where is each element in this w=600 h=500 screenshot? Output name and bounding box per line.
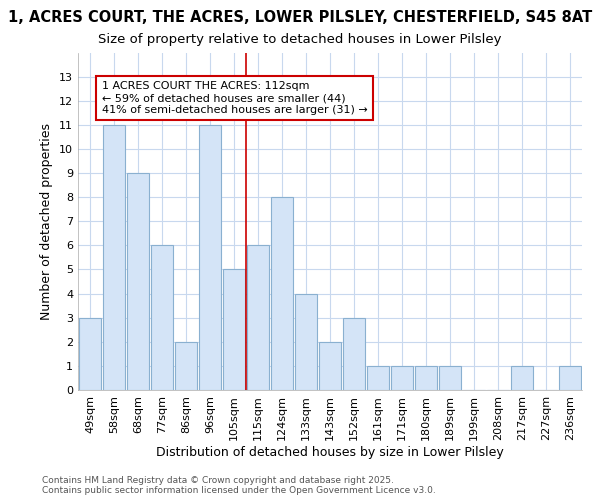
Text: Size of property relative to detached houses in Lower Pilsley: Size of property relative to detached ho… <box>98 32 502 46</box>
Bar <box>79 318 101 390</box>
Text: Contains HM Land Registry data © Crown copyright and database right 2025.
Contai: Contains HM Land Registry data © Crown c… <box>42 476 436 495</box>
Bar <box>223 270 245 390</box>
Bar <box>367 366 389 390</box>
X-axis label: Distribution of detached houses by size in Lower Pilsley: Distribution of detached houses by size … <box>156 446 504 458</box>
Bar <box>295 294 317 390</box>
Text: 1 ACRES COURT THE ACRES: 112sqm
← 59% of detached houses are smaller (44)
41% of: 1 ACRES COURT THE ACRES: 112sqm ← 59% of… <box>102 82 368 114</box>
Bar <box>439 366 461 390</box>
Bar <box>511 366 533 390</box>
Bar <box>415 366 437 390</box>
Bar <box>271 197 293 390</box>
Bar <box>151 246 173 390</box>
Bar <box>559 366 581 390</box>
Bar <box>103 125 125 390</box>
Bar <box>319 342 341 390</box>
Bar <box>175 342 197 390</box>
Bar <box>391 366 413 390</box>
Bar <box>199 125 221 390</box>
Text: 1, ACRES COURT, THE ACRES, LOWER PILSLEY, CHESTERFIELD, S45 8AT: 1, ACRES COURT, THE ACRES, LOWER PILSLEY… <box>8 10 592 25</box>
Y-axis label: Number of detached properties: Number of detached properties <box>40 122 53 320</box>
Bar <box>127 173 149 390</box>
Bar <box>247 246 269 390</box>
Bar <box>343 318 365 390</box>
